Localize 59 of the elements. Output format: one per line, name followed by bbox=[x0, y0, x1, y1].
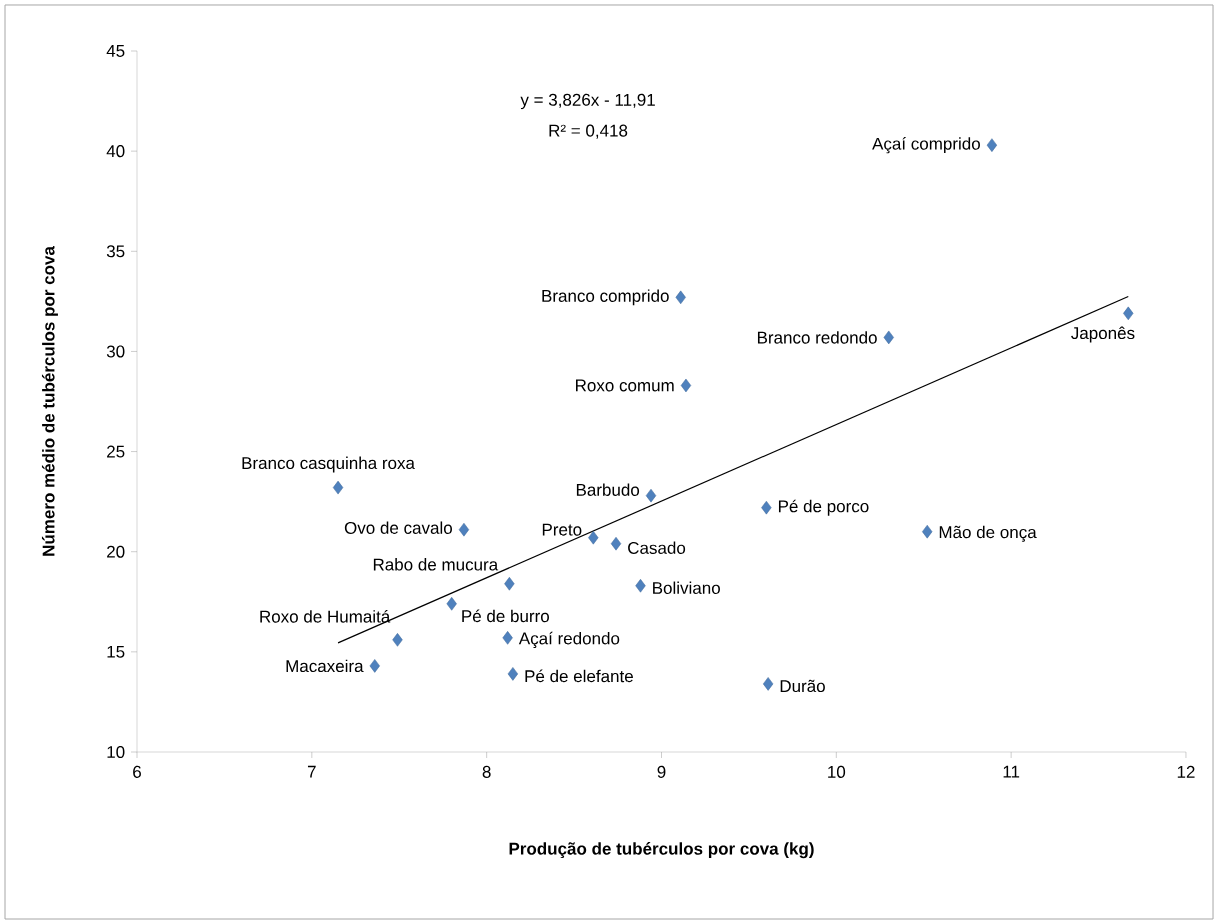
annotation: Ovo de cavalo bbox=[344, 521, 452, 534]
annotation: Barbudo bbox=[576, 483, 640, 496]
annotation: Roxo de Humaitá bbox=[260, 609, 391, 623]
annotation: Roxo comum bbox=[576, 379, 674, 392]
y-tick-label: 40 bbox=[106, 145, 125, 158]
y-tick-label: 30 bbox=[106, 345, 125, 358]
x-axis-title: Produção de tubérculos por cova (kg) bbox=[509, 842, 814, 859]
x-tick-label: 10 bbox=[828, 765, 846, 778]
point bbox=[680, 378, 692, 393]
point bbox=[446, 597, 457, 611]
point bbox=[922, 524, 933, 539]
point bbox=[392, 633, 403, 647]
y-tick-label: 10 bbox=[107, 745, 125, 759]
annotation: Açaí redondo bbox=[518, 631, 620, 648]
annotation: Japonês bbox=[1071, 326, 1135, 343]
x-tick-label: 8 bbox=[482, 765, 491, 778]
point bbox=[635, 579, 646, 593]
y-tick-label: 25 bbox=[107, 445, 125, 458]
annotation: Açaí comprido bbox=[872, 137, 980, 154]
x-tick-label: 9 bbox=[657, 765, 666, 778]
point bbox=[675, 290, 686, 305]
annotation: Branco casquinha roxa bbox=[242, 456, 415, 473]
annotation: Pé de elefante bbox=[525, 669, 633, 683]
annotation: Boliviano bbox=[653, 581, 720, 595]
x-tick-label: 7 bbox=[307, 765, 316, 778]
annotation: R² = 0,418 bbox=[549, 124, 628, 139]
point bbox=[1123, 306, 1134, 321]
x-tick-label: 11 bbox=[1003, 765, 1020, 778]
y-axis-title: Número médio de tubérculos por cova bbox=[41, 246, 58, 556]
annotation: Casado bbox=[628, 541, 686, 554]
y-tick-label: 35 bbox=[106, 245, 125, 258]
point bbox=[610, 536, 622, 551]
annotation: y = 3,826x - 11,91 bbox=[520, 93, 655, 110]
y-tick-label: 20 bbox=[107, 545, 125, 558]
point bbox=[332, 480, 344, 495]
point bbox=[763, 677, 774, 691]
annotation: Mão de onça bbox=[939, 525, 1037, 542]
point bbox=[883, 330, 894, 345]
y-tick-label: 15 bbox=[107, 645, 125, 658]
point bbox=[507, 667, 518, 681]
annotation: Branco comprido bbox=[542, 289, 669, 306]
point bbox=[504, 577, 515, 591]
x-tick-label: 6 bbox=[133, 765, 141, 778]
annotation: Macaxeira bbox=[286, 659, 364, 673]
x-tick-label: 12 bbox=[1177, 765, 1195, 778]
annotation: Pé de porco bbox=[778, 499, 869, 516]
point bbox=[502, 631, 513, 645]
point bbox=[588, 530, 599, 545]
annotation: Durão bbox=[780, 679, 825, 693]
annotation: Pé de burro bbox=[462, 609, 549, 623]
point bbox=[761, 500, 772, 515]
point bbox=[645, 488, 657, 503]
annotation: Preto bbox=[542, 523, 582, 536]
y-tick-label: 45 bbox=[106, 45, 125, 57]
point bbox=[369, 659, 380, 673]
annotation: Branco redondo bbox=[757, 331, 877, 344]
point bbox=[986, 138, 998, 152]
point bbox=[458, 522, 470, 537]
annotation: Rabo de mucura bbox=[373, 558, 499, 571]
